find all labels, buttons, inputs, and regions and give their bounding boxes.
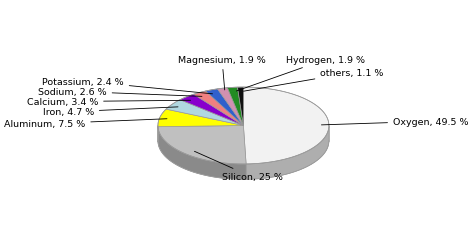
Polygon shape — [193, 92, 244, 126]
Text: Oxygen, 49.5 %: Oxygen, 49.5 % — [321, 117, 468, 126]
Polygon shape — [166, 100, 244, 126]
Text: Potassium, 2.4 %: Potassium, 2.4 % — [42, 77, 212, 94]
Polygon shape — [206, 89, 244, 126]
Text: Aluminum, 7.5 %: Aluminum, 7.5 % — [4, 119, 167, 129]
Text: Magnesium, 1.9 %: Magnesium, 1.9 % — [178, 56, 266, 90]
Polygon shape — [218, 88, 244, 126]
Text: Silicon, 25 %: Silicon, 25 % — [194, 152, 283, 182]
Text: Hydrogen, 1.9 %: Hydrogen, 1.9 % — [237, 56, 365, 92]
Polygon shape — [244, 88, 329, 164]
Polygon shape — [158, 126, 246, 164]
Polygon shape — [158, 127, 246, 180]
Text: Calcium, 3.4 %: Calcium, 3.4 % — [27, 98, 191, 107]
Text: others, 1.1 %: others, 1.1 % — [244, 69, 384, 92]
Polygon shape — [246, 126, 329, 180]
Text: Iron, 4.7 %: Iron, 4.7 % — [43, 107, 178, 117]
Polygon shape — [228, 88, 244, 126]
Polygon shape — [180, 95, 244, 126]
Text: Sodium, 2.6 %: Sodium, 2.6 % — [38, 87, 202, 97]
Polygon shape — [237, 88, 244, 126]
Polygon shape — [158, 110, 244, 127]
